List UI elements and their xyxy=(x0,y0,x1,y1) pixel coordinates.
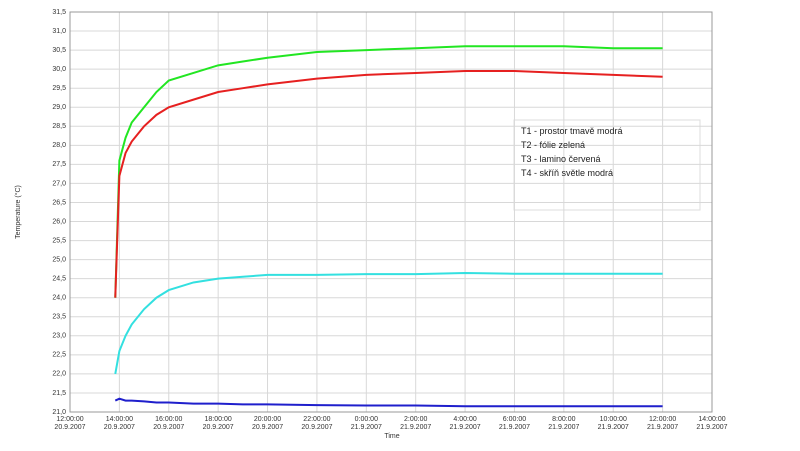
y-tick-label: 23,0 xyxy=(52,333,66,340)
y-tick-label: 25,5 xyxy=(52,237,66,244)
legend-box xyxy=(513,119,701,211)
y-tick-label: 26,5 xyxy=(52,199,66,206)
y-tick-label: 31,0 xyxy=(52,28,66,35)
x-tick-label: 10:00:00 21.9.2007 xyxy=(597,416,629,431)
y-tick-label: 21,5 xyxy=(52,390,66,397)
x-tick-label: 6:00:00 21.9.2007 xyxy=(498,416,531,431)
x-tick-label: 16:00:00 20.9.2007 xyxy=(153,416,185,431)
x-tick-label: 14:00:00 21.9.2007 xyxy=(696,416,728,431)
plot-frame xyxy=(69,11,713,413)
y-tick-label: 24,5 xyxy=(52,276,66,283)
x-tick-label: 4:00:00 21.9.2007 xyxy=(449,416,481,431)
y-tick-label: 26,0 xyxy=(52,218,66,225)
x-axis-label: Time xyxy=(384,433,399,440)
y-axis-label: Temperature (°C) xyxy=(14,185,22,239)
legend-entry: T2 - fólie zelená xyxy=(521,140,586,150)
series-line xyxy=(114,397,663,408)
series-line xyxy=(114,70,663,298)
y-tick-label: 22,5 xyxy=(52,352,66,359)
series-line xyxy=(114,45,663,298)
y-tick-label: 29,0 xyxy=(52,104,66,111)
y-tick-label: 30,0 xyxy=(52,66,66,73)
y-tick-label: 30,5 xyxy=(52,47,66,54)
x-tick-label: 2:00:00 21.9.2007 xyxy=(400,416,432,431)
y-tick-label: 28,5 xyxy=(52,123,66,130)
legend-entry: T3 - lamino červená xyxy=(521,154,601,164)
y-tick-label: 23,5 xyxy=(52,314,66,321)
x-tick-label: 0:00:00 21.9.2007 xyxy=(350,416,382,431)
y-tick-label: 25,0 xyxy=(52,256,66,263)
x-tick-label: 22:00:00 20.9.2007 xyxy=(301,416,333,431)
x-tick-label: 12:00:00 21.9.2007 xyxy=(647,416,679,431)
series-line xyxy=(114,271,663,375)
y-tick-label: 27,5 xyxy=(52,161,66,168)
y-tick-label: 31,5 xyxy=(52,9,66,16)
y-tick-label: 29,5 xyxy=(52,85,66,92)
y-tick-label: 24,0 xyxy=(52,295,66,302)
x-tick-label: 20:00:00 20.9.2007 xyxy=(251,416,284,431)
y-tick-label: 28,0 xyxy=(52,142,66,149)
y-tick-label: 21,0 xyxy=(52,409,66,416)
y-tick-label: 22,0 xyxy=(52,371,66,378)
x-tick-label: 18:00:00 20.9.2007 xyxy=(202,416,234,431)
x-tick-label: 12:00:00 20.9.2007 xyxy=(54,416,86,431)
y-tick-label: 27,0 xyxy=(52,180,66,187)
x-tick-label: 14:00:00 20.9.2007 xyxy=(103,416,135,431)
x-tick-label: 8:00:00 21.9.2007 xyxy=(548,416,580,431)
legend-entry: T1 - prostor tmavě modrá xyxy=(521,126,623,136)
legend-entry: T4 - skříň světle modrá xyxy=(521,168,614,178)
